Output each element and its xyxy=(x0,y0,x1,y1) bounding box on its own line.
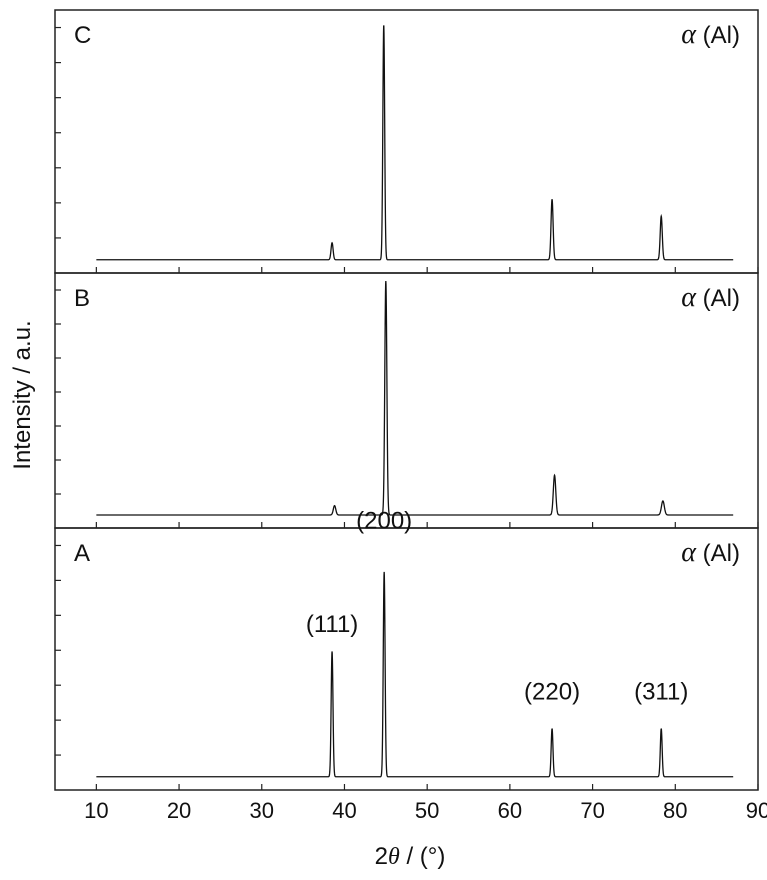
theta-symbol: θ xyxy=(388,844,400,870)
x-tick-label: 90 xyxy=(746,798,767,823)
phase-label: α (Al) xyxy=(681,537,740,568)
xrd-pattern-c xyxy=(96,25,734,261)
phase-label: α (Al) xyxy=(681,282,740,313)
phase-name: (Al) xyxy=(696,285,740,312)
peak-label: (220) xyxy=(524,679,580,706)
x-tick-label: 50 xyxy=(415,798,439,823)
phase-name: (Al) xyxy=(696,22,740,49)
x-axis-title-prefix: 2 xyxy=(375,843,388,870)
panel-frame xyxy=(54,272,759,529)
x-tick-label: 80 xyxy=(663,798,687,823)
panel-frame xyxy=(54,9,759,274)
phase-name: (Al) xyxy=(696,540,740,567)
y-axis-title: Intensity / a.u. xyxy=(9,320,36,469)
alpha-symbol: α xyxy=(681,19,697,50)
x-tick-label: 60 xyxy=(498,798,522,823)
xrd-pattern-b xyxy=(96,280,734,516)
panel-letter: A xyxy=(74,540,90,567)
panel-letter: B xyxy=(74,285,90,312)
x-axis-title: 2θ / (°) xyxy=(375,843,446,870)
peak-label: (200) xyxy=(356,508,412,535)
x-tick-label: 70 xyxy=(580,798,604,823)
x-axis-title-unit: / (°) xyxy=(400,843,446,870)
panel-letter: C xyxy=(74,22,91,49)
x-tick-label: 20 xyxy=(167,798,191,823)
peak-label: (111) xyxy=(306,611,358,638)
x-tick-label: 30 xyxy=(250,798,274,823)
x-axis: 10 20 30 40 50 60 70 80 90 xyxy=(84,798,767,823)
x-tick-label: 10 xyxy=(84,798,108,823)
panel-frame xyxy=(54,527,759,791)
xrd-pattern-a xyxy=(96,571,734,778)
alpha-symbol: α xyxy=(681,537,697,568)
peak-label: (311) xyxy=(634,679,688,706)
alpha-symbol: α xyxy=(681,282,697,313)
x-tick-label: 40 xyxy=(332,798,356,823)
phase-label: α (Al) xyxy=(681,19,740,50)
